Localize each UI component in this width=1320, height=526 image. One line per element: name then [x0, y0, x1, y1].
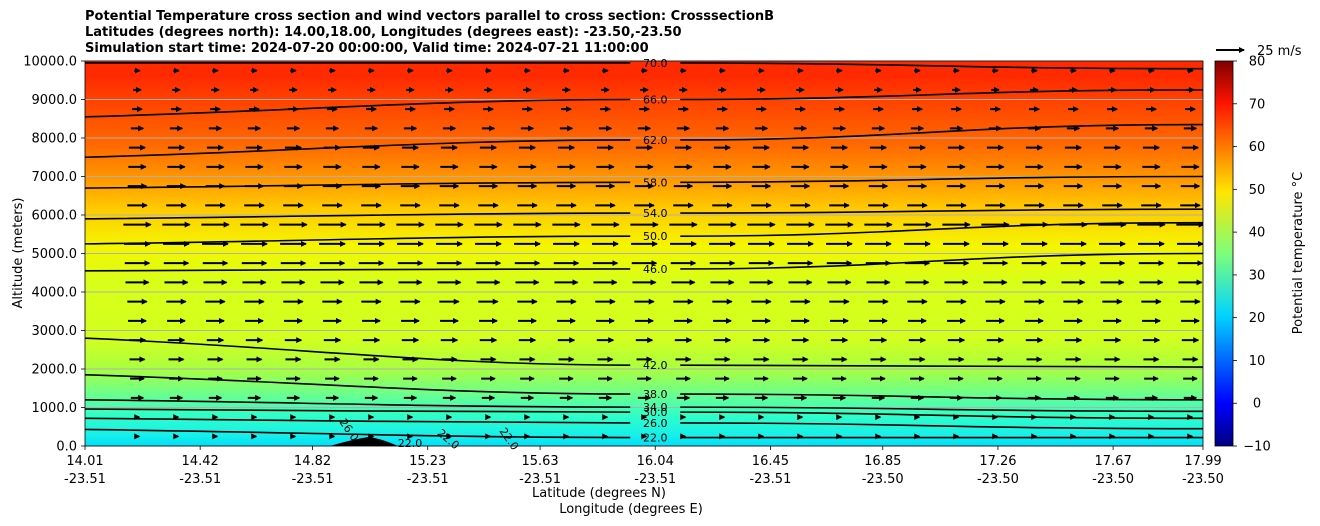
contour-label: 26.0	[643, 417, 668, 430]
contour-label: 22.0	[643, 432, 668, 445]
colorbar-tick-label: 70	[1249, 97, 1266, 112]
y-tick-label: 9000.0	[32, 93, 78, 108]
colorbar-label-text: Potential temperature °C	[1291, 172, 1306, 335]
colorbar-tick-label: 0	[1253, 397, 1261, 412]
contour-label: 50.0	[643, 230, 668, 243]
x-tick-label-lon: -23.51	[179, 472, 221, 487]
terrain-bump	[330, 437, 398, 446]
contour-label: 42.0	[643, 359, 668, 372]
chart-title-line-1: Potential Temperature cross section and …	[85, 9, 775, 24]
contour-line	[85, 208, 1203, 220]
colorbar-tick-label: −10	[1243, 440, 1270, 455]
x-tick-label-lon: -23.51	[749, 472, 791, 487]
x-tick-label-lat: 14.42	[182, 454, 219, 469]
contour-label: 58.0	[643, 176, 668, 189]
contour-line	[85, 221, 1203, 245]
x-axis: 14.01 -23.51 14.42 -23.51 14.82 -23.51 15.23 -2…	[64, 446, 1224, 487]
x-tick-label-lat: 16.85	[864, 454, 901, 469]
x-tick-label-lon: -23.51	[292, 472, 334, 487]
contour-label: 66.0	[643, 94, 668, 107]
contour-label: 30.0	[643, 406, 668, 419]
chart-title-line-3: Simulation start time: 2024-07-20 00:00:…	[85, 41, 649, 56]
x-tick-label-lon: -23.50	[1182, 472, 1224, 487]
y-tick-label: 5000.0	[32, 247, 78, 262]
x-tick-label-lon: -23.50	[1092, 472, 1134, 487]
x-tick-label-lat: 15.63	[521, 454, 558, 469]
y-tick-label: 6000.0	[32, 209, 78, 224]
y-tick-label: 8000.0	[32, 132, 78, 147]
colorbar-ticks: −10 0 10 20 30 40 50 60 70 80	[1233, 55, 1271, 455]
x-tick-label-lat: 14.82	[294, 454, 331, 469]
x-axis-label-longitude: Longitude (degrees E)	[559, 502, 703, 517]
contour-line	[85, 417, 1203, 430]
x-tick-label-lon: -23.51	[634, 472, 676, 487]
x-tick-label-lat: 17.67	[1095, 454, 1132, 469]
contour-line	[85, 123, 1203, 159]
y-axis: 0.0 1000.0 2000.0 3000.0 4000.0 5000.0 6000.0 7…	[23, 55, 85, 455]
y-tick-label: 10000.0	[23, 55, 77, 70]
wind-vectors	[123, 67, 1203, 440]
x-tick-label-lat: 16.45	[752, 454, 789, 469]
x-tick-label-lon: -23.51	[407, 472, 449, 487]
y-tick-label: 3000.0	[32, 324, 78, 339]
contour-label: 62.0	[643, 134, 668, 147]
colorbar-tick-label: 50	[1249, 183, 1266, 198]
colorbar-tick-label: 20	[1249, 311, 1266, 326]
contour-line	[85, 373, 1203, 401]
contour-line	[85, 175, 1203, 189]
colorbar-tick-label: 60	[1249, 140, 1266, 155]
contour-line	[85, 399, 1203, 413]
x-tick-label-lat: 15.23	[409, 454, 446, 469]
contour-line	[85, 337, 1203, 368]
colorbar	[1214, 60, 1234, 447]
colorbar-tick-label: 30	[1249, 268, 1266, 283]
chart-title-line-2: Latitudes (degrees north): 14.00,18.00, …	[85, 25, 682, 40]
colorbar-label: Potential temperature °C	[1291, 172, 1306, 335]
x-axis-label-latitude: Latitude (degrees N)	[532, 486, 666, 501]
colorbar-tick-label: 80	[1249, 55, 1266, 70]
x-tick-label-lon: -23.50	[862, 472, 904, 487]
x-tick-label-lat: 16.04	[637, 454, 674, 469]
y-tick-label: 0.0	[56, 440, 77, 455]
x-tick-label-lat: 14.01	[66, 454, 103, 469]
x-tick-label-lon: -23.50	[977, 472, 1019, 487]
x-tick-label-lat: 17.26	[979, 454, 1016, 469]
colorbar-tick-label: 10	[1249, 354, 1266, 369]
contour-line	[85, 252, 1203, 272]
y-axis-label: Altitude (meters)	[11, 198, 26, 309]
y-tick-label: 2000.0	[32, 363, 78, 378]
x-tick-label-lat: 17.99	[1184, 454, 1221, 469]
y-tick-label: 7000.0	[32, 170, 78, 185]
quiver-key-label: 25 m/s	[1257, 44, 1302, 59]
y-tick-label: 4000.0	[32, 286, 78, 301]
contour-label-surface: 22.0	[398, 437, 423, 450]
contour-label: 38.0	[643, 388, 668, 401]
contour-label: 34.0	[643, 401, 668, 414]
contour-label: 54.0	[643, 207, 668, 220]
y-tick-label: 1000.0	[32, 401, 78, 416]
contour-label: 46.0	[643, 263, 668, 276]
colorbar-tick-label: 40	[1249, 226, 1266, 241]
contour-label: 70.0	[643, 57, 668, 70]
x-tick-label-lon: -23.51	[64, 472, 106, 487]
x-tick-label-lon: -23.51	[519, 472, 561, 487]
